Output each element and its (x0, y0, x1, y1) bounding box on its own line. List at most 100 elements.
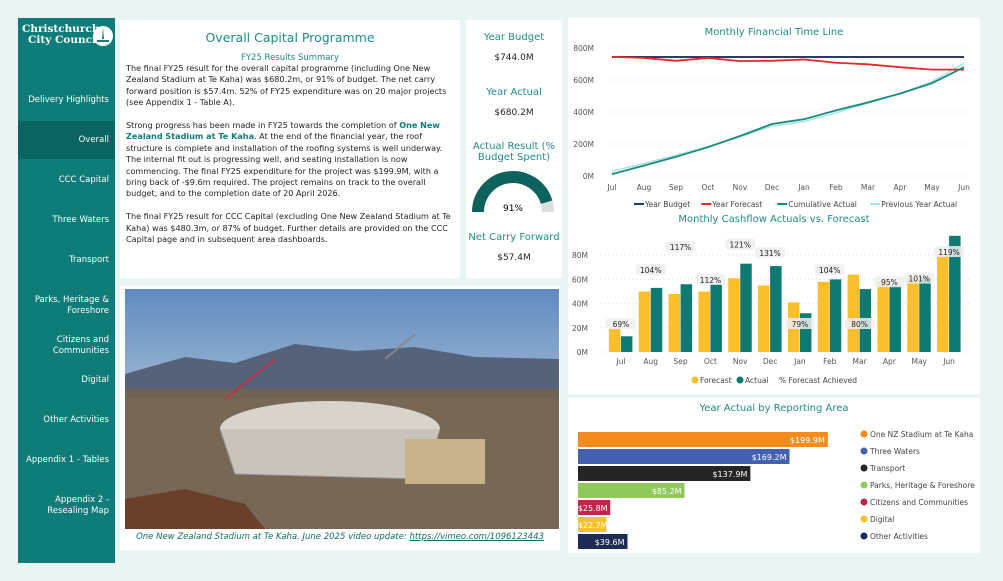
nav-item-transport[interactable]: Transport (69, 254, 109, 265)
y-tick-label: 20M (572, 324, 588, 333)
legend-label: Cumulative Actual (788, 200, 857, 209)
line-cumulative-actual (611, 66, 965, 175)
x-tick-label: Jan (797, 183, 810, 192)
pct-label: 104% (640, 266, 661, 275)
area-bar-label: $22.7M (578, 521, 608, 530)
bar-forecast (728, 278, 740, 352)
x-tick-label: Jul (615, 357, 625, 366)
bar-actual (650, 287, 663, 352)
page-title: Overall Capital Programme (205, 30, 375, 45)
bar-actual (919, 276, 931, 352)
legend-label: Citizens and Communities (870, 498, 968, 507)
pct-label-bg (665, 241, 696, 253)
kpi-panel (466, 20, 562, 278)
bar-actual (949, 235, 961, 352)
pct-label: 117% (670, 243, 691, 252)
line-chart-title: Monthly Financial Time Line (705, 27, 844, 38)
y-tick-label: 60M (572, 275, 588, 284)
legend-label: % Forecast Achieved (779, 376, 857, 385)
pct-label-bg (605, 318, 636, 329)
stadium-highlight: One New Zealand Stadium at Te Kaha (126, 120, 440, 142)
x-tick-label: Jul (606, 183, 616, 192)
p2-post: . At the end of the financial year, the … (126, 131, 443, 199)
kpi-value: $57.4M (497, 253, 531, 263)
sidebar: Christchurch City Council Delivery Highl… (18, 18, 115, 563)
area-bar (578, 483, 685, 498)
pct-label: 104% (819, 266, 840, 275)
pct-label: 131% (759, 249, 780, 258)
area-bar (578, 534, 628, 549)
pct-label: 112% (700, 276, 721, 285)
x-tick-label: Oct (702, 183, 715, 192)
nav-item-citizens-and-communities[interactable]: Citizens and Communities (52, 335, 109, 356)
bar-forecast (937, 253, 949, 352)
pct-label: 95% (881, 278, 898, 287)
kpi-actual-result: Actual Result (% Budget Spent) 91% (466, 141, 562, 221)
x-tick-label: May (924, 183, 940, 192)
paragraph-overall: The final FY25 result for the overall ca… (126, 63, 447, 108)
brand-line2: City Council (28, 34, 100, 46)
line-year-forecast (611, 55, 964, 71)
pct-label-bg (814, 264, 845, 276)
nav-item-overall[interactable]: Overall (18, 121, 115, 159)
legend-label: Digital (870, 515, 894, 524)
area-bar (578, 449, 790, 464)
kpi-label: Year Actual (486, 87, 542, 98)
x-tick-label: Nov (733, 357, 748, 366)
x-tick-label: Dec (765, 183, 780, 192)
x-tick-label: Oct (704, 357, 717, 366)
bar-actual (620, 336, 633, 352)
summary-panel: Overall Capital Programme FY25 Results S… (120, 20, 460, 278)
nav-item-appendix-1-tables[interactable]: Appendix 1 - Tables (26, 454, 109, 465)
bar-actual (710, 284, 722, 352)
bar-actual (889, 285, 901, 352)
x-tick-label: Jun (957, 183, 970, 192)
nav-item-delivery-highlights[interactable]: Delivery Highlights (28, 94, 109, 105)
video-link[interactable]: https://vimeo.com/1096123443 (409, 532, 544, 542)
gauge-fill (472, 171, 553, 213)
kpi-label: Actual Result (% Budget Spent) (473, 141, 555, 163)
x-tick-label: Mar (861, 183, 876, 192)
y-tick-label: 600M (573, 76, 594, 85)
legend-label: Year Budget (644, 200, 690, 209)
y-tick-label: 400M (573, 108, 594, 117)
nav-item-three-waters[interactable]: Three Waters (52, 214, 109, 225)
area-bar (578, 432, 828, 447)
kpi-value: $744.0M (494, 53, 534, 63)
pct-label-bg (874, 276, 905, 288)
caption-text: One New Zealand Stadium at Te Kaha. June… (136, 532, 410, 542)
y-tick-label: 0M (583, 172, 594, 181)
gauge-value: 91% (503, 204, 523, 214)
nav-item-other-activities[interactable]: Other Activities (43, 414, 109, 425)
council-logo[interactable]: Christchurch City Council (22, 23, 113, 46)
legend-swatch (860, 532, 868, 540)
legend-swatch (860, 447, 868, 455)
pct-label-bg (755, 247, 786, 259)
bar-forecast (817, 281, 830, 352)
area-bar-label: $169.2M (752, 453, 787, 462)
nav-item-digital[interactable]: Digital (81, 374, 109, 385)
p2-pre: Strong progress has been made in FY25 to… (126, 120, 400, 131)
nav-item-parks-heritage-foreshore[interactable]: Parks, Heritage & Foreshore (34, 295, 109, 316)
y-tick-label: 800M (573, 44, 594, 53)
brand-line1: Christchurch (22, 23, 100, 35)
nav-item-appendix-2-resealing-map[interactable]: Appendix 2 - Resealing Map (47, 495, 109, 516)
bar-actual (740, 263, 752, 352)
bar-forecast (698, 291, 710, 352)
nav-item-ccc-capital[interactable]: CCC Capital (58, 174, 109, 185)
legend-swatch (860, 498, 868, 506)
pct-label-bg (695, 273, 726, 285)
photo-panel: One New Zealand Stadium at Te Kaha. June… (120, 286, 560, 550)
legend-label: Previous Year Actual (881, 200, 957, 209)
x-tick-label: Nov (733, 183, 748, 192)
paragraph-stadium: Strong progress has been made in FY25 to… (126, 120, 454, 200)
legend-label: Forecast (700, 376, 732, 385)
paragraph-ccc: The final FY25 result for CCC Capital (e… (126, 211, 451, 245)
pct-label-bg (904, 272, 935, 284)
pct-label-bg (934, 245, 965, 257)
bar-actual (680, 284, 693, 352)
legend-label: Parks, Heritage & Foreshore (870, 481, 975, 490)
x-tick-label: Sep (669, 183, 683, 192)
kpi-carry-forward: Net Carry Forward $57.4M (466, 232, 562, 263)
kpi-year-budget: Year Budget $744.0M (466, 32, 562, 63)
